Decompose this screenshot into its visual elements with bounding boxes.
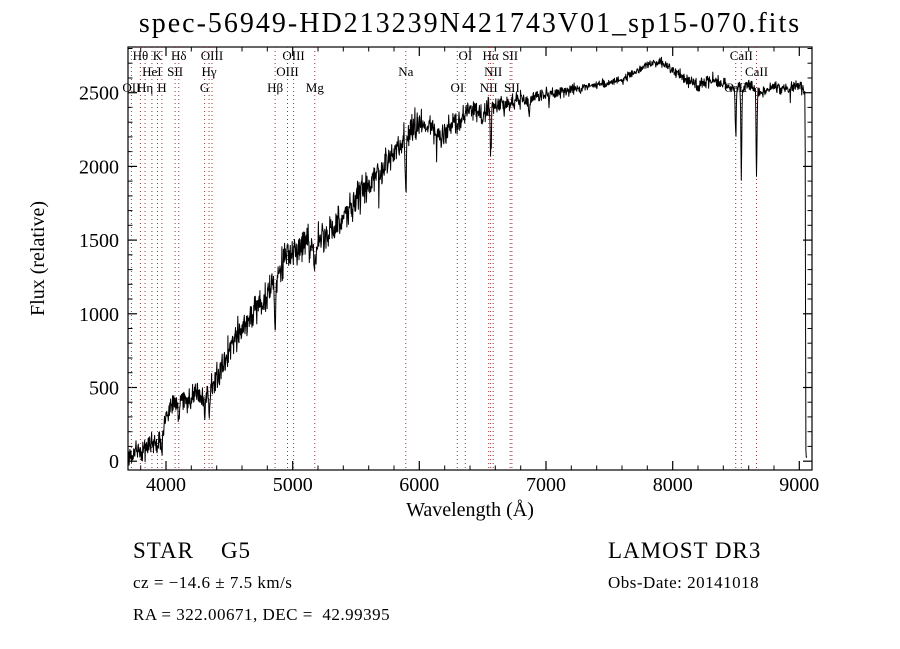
svg-text:0: 0 [109, 451, 119, 473]
svg-text:SII: SII [167, 64, 183, 79]
svg-text:8000: 8000 [653, 474, 693, 496]
svg-text:Wavelength (Å): Wavelength (Å) [406, 499, 534, 521]
svg-text:500: 500 [89, 378, 119, 400]
svg-text:Hθ: Hθ [133, 48, 149, 63]
svg-text:1500: 1500 [79, 230, 119, 252]
svg-text:NII: NII [484, 64, 502, 79]
classification-label: STAR G5 [133, 538, 252, 563]
svg-text:H: H [157, 80, 166, 95]
svg-text:HeI: HeI [142, 64, 162, 79]
svg-text:NII: NII [480, 80, 498, 95]
svg-text:5000: 5000 [273, 474, 313, 496]
obs-date: Obs-Date: 20141018 [608, 573, 760, 592]
svg-text:OII: OII [122, 80, 140, 95]
page-title: spec-56949-HD213239N421743V01_sp15-070.f… [138, 8, 802, 39]
svg-text:CaII: CaII [730, 48, 753, 63]
svg-text:7000: 7000 [526, 474, 566, 496]
svg-text:Mg: Mg [306, 80, 325, 95]
svg-text:4000: 4000 [146, 474, 186, 496]
svg-text:Hη: Hη [137, 80, 153, 95]
svg-text:OIII: OIII [276, 64, 298, 79]
svg-text:CaII: CaII [724, 80, 747, 95]
spectrum-chart: 4000 5000 6000 7000 8000 9000 0 500 1000 1500 2000… [27, 46, 819, 521]
svg-text:G: G [200, 80, 209, 95]
survey-label: LAMOST DR3 [608, 538, 762, 563]
svg-text:OI: OI [450, 80, 464, 95]
cz-value: cz = −14.6 ± 7.5 km/s [133, 573, 293, 592]
svg-text:K: K [153, 48, 163, 63]
svg-text:Hα: Hα [482, 48, 498, 63]
svg-text:SII: SII [502, 48, 518, 63]
ra-dec-coords: RA = 322.00671, DEC = 42.99395 [133, 605, 391, 624]
svg-text:OIII: OIII [282, 48, 304, 63]
svg-text:Flux (relative): Flux (relative) [27, 201, 49, 316]
svg-text:CaII: CaII [745, 64, 768, 79]
svg-text:1000: 1000 [79, 304, 119, 326]
svg-text:6000: 6000 [399, 474, 439, 496]
svg-text:2000: 2000 [79, 156, 119, 178]
svg-text:Hδ: Hδ [171, 48, 187, 63]
svg-text:2500: 2500 [79, 83, 119, 105]
svg-text:OIII: OIII [201, 48, 223, 63]
svg-text:9000: 9000 [779, 474, 819, 496]
svg-text:Hβ: Hβ [267, 80, 283, 95]
svg-text:Na: Na [398, 64, 413, 79]
svg-text:OI: OI [458, 48, 472, 63]
svg-text:SII: SII [504, 80, 520, 95]
svg-text:Hγ: Hγ [202, 64, 217, 79]
